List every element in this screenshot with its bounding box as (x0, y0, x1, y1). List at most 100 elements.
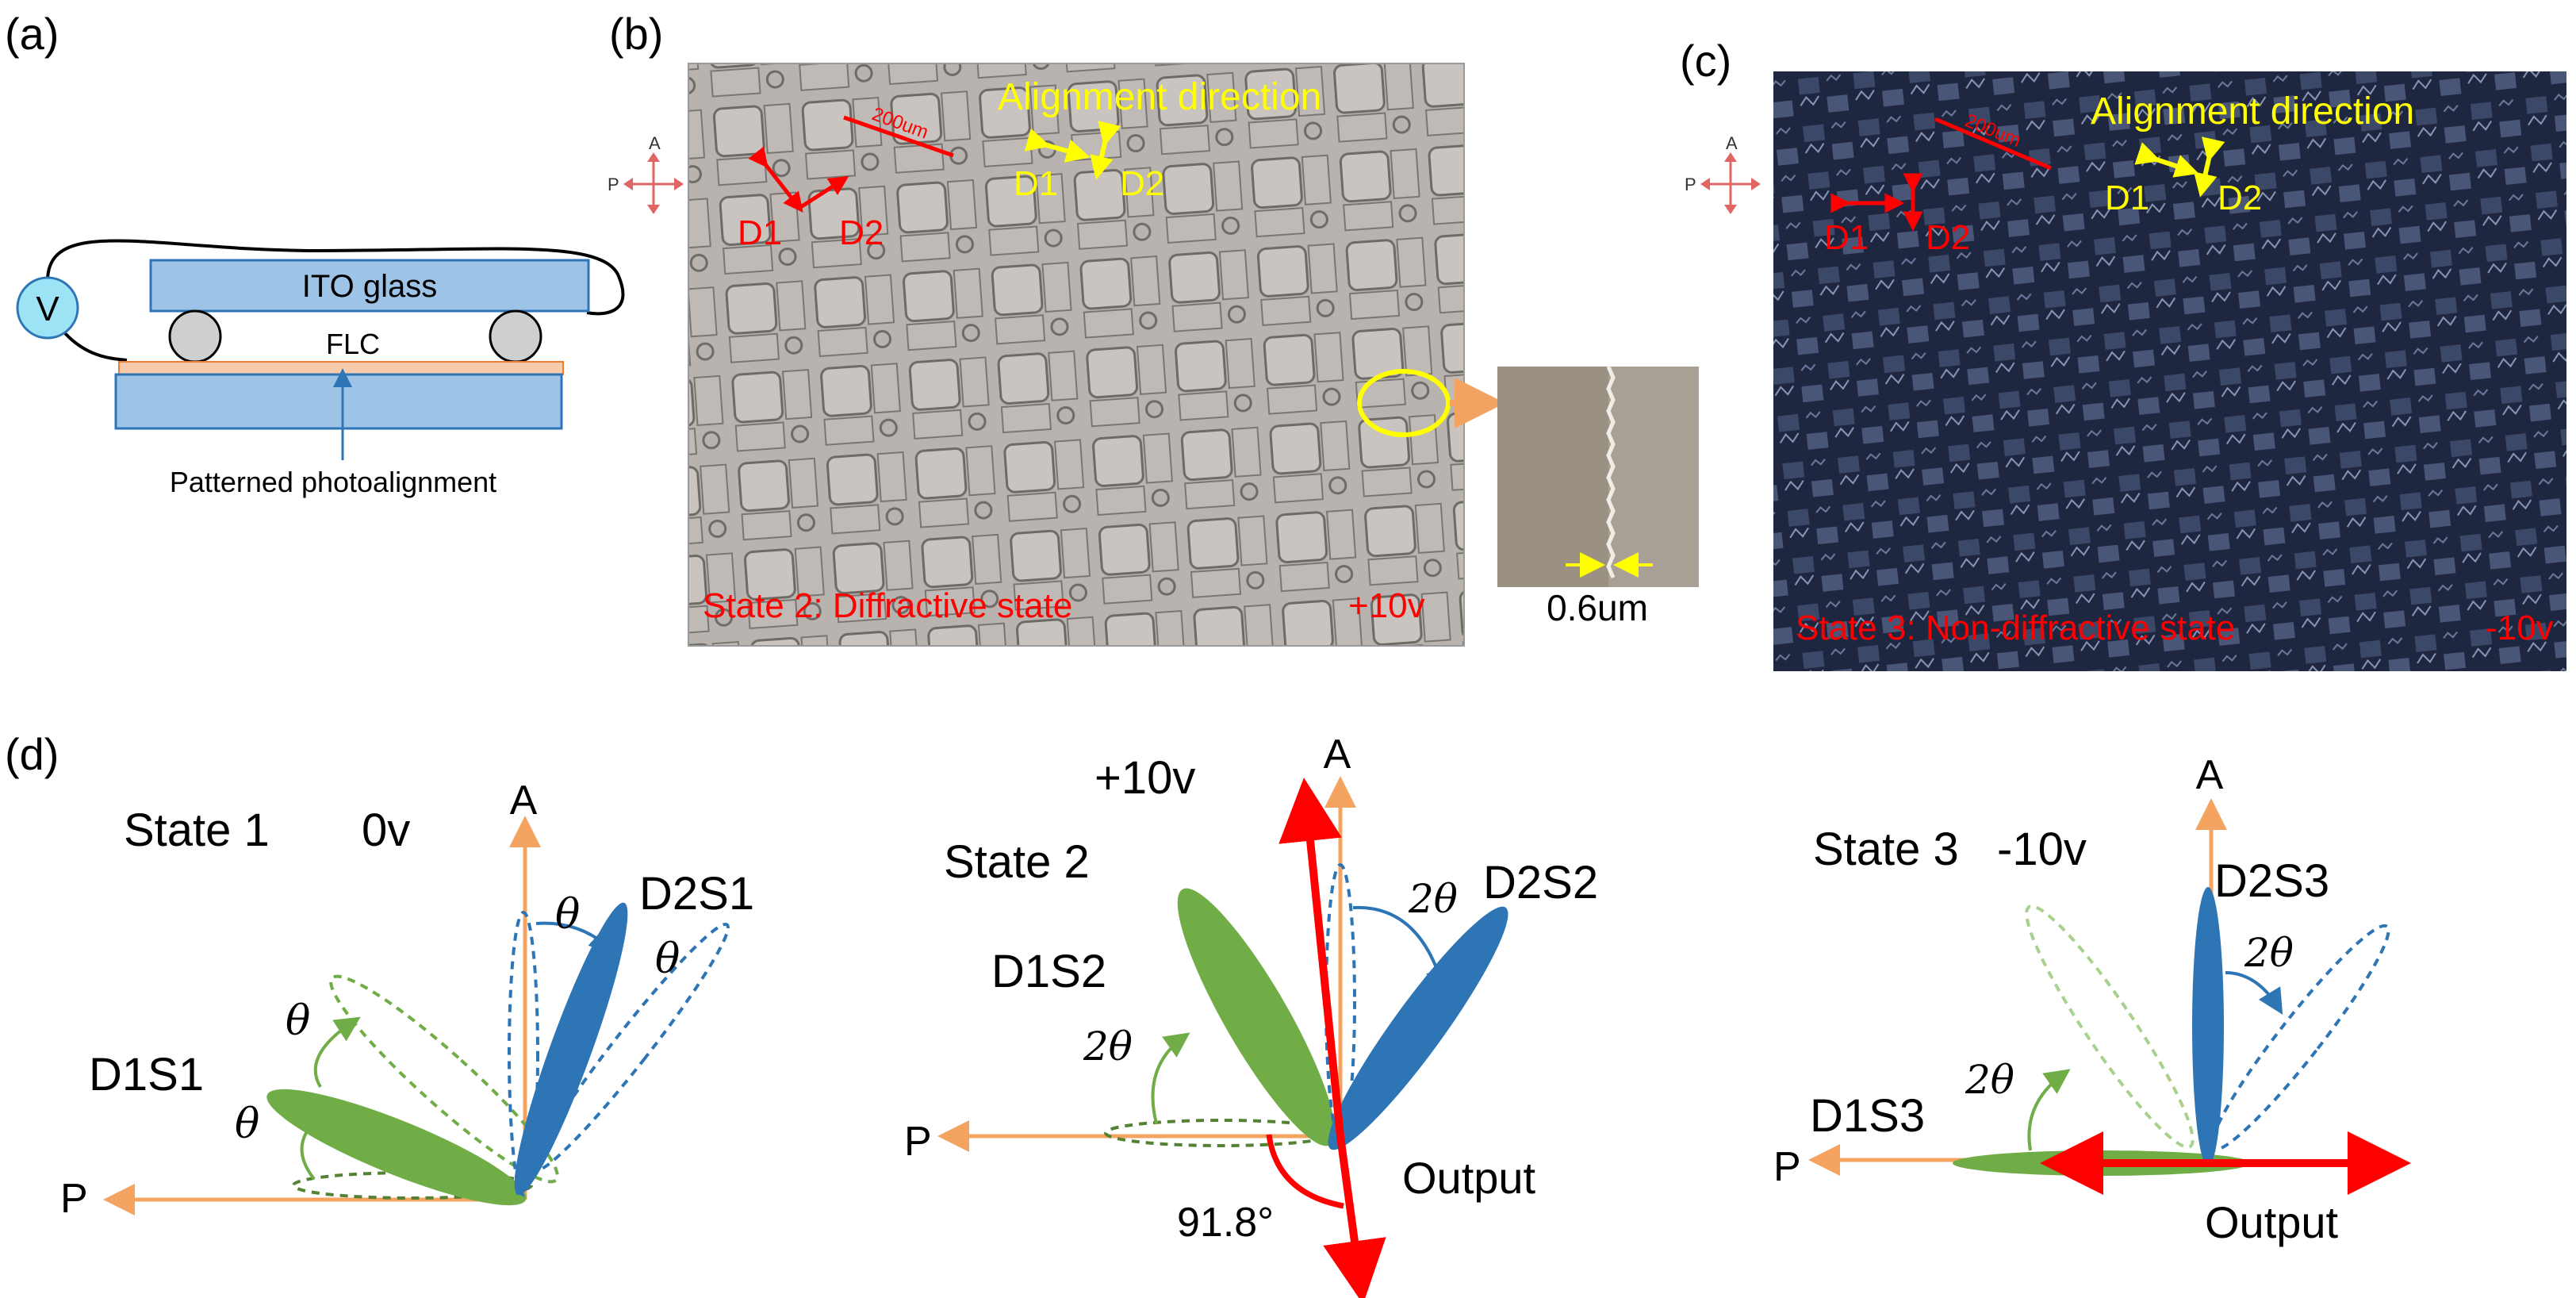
polarizer-cross-b: A P (608, 133, 684, 214)
state2-output-up (1278, 778, 1344, 1137)
state2-p-label: P (904, 1119, 932, 1165)
pol-p-c: P (1685, 175, 1696, 194)
inset-gap-label: 0.6um (1547, 587, 1648, 628)
panel-label-c: (c) (1680, 36, 1731, 86)
panel-label-d: (d) (5, 729, 59, 779)
state3-voltage: -10v (1997, 824, 2087, 875)
state3-p-label: P (1773, 1144, 1801, 1190)
photoalignment-label: Patterned photoalignment (170, 466, 496, 498)
state1-d1-label: D1S1 (89, 1049, 204, 1100)
state1-theta-arc-3 (535, 921, 615, 954)
state2-diagram: +10v State 2 A P 2θ 2θ D1S2 D2S2 91.8° O… (904, 732, 1598, 1298)
state1-diagram: State 1 0v A P θ θ θ θ D1S1 D2S1 (60, 778, 754, 1222)
wire (46, 239, 625, 316)
scale-bar-b (843, 115, 954, 158)
yellow-d1-c: D1 (2105, 179, 2149, 217)
polarizer-cross-c: A P (1685, 133, 1761, 214)
micrograph-b: A P 200um Alignment direction D1 D2 D1 D… (608, 63, 1505, 647)
red-d1-b: D1 (738, 213, 782, 252)
yellow-d2-arrow-c (2194, 136, 2225, 198)
state1-theta-arc-1 (300, 1110, 329, 1181)
yellow-d2-arrow-b (1090, 121, 1121, 180)
voltage-label-b: +10v (1348, 586, 1425, 625)
red-d2-c: D2 (1926, 218, 1970, 257)
state-label-c: State 3: Non-diffractive state (1796, 609, 2235, 647)
red-d1-arrow-b (748, 146, 803, 213)
red-d2-arrow-b (798, 175, 849, 210)
state1-d2-ellipse (514, 902, 628, 1196)
state2-output-down (1323, 1135, 1386, 1298)
state2-d1-ellipse (1177, 888, 1336, 1146)
voltage-source (16, 276, 79, 340)
state1-theta-4: θ (655, 935, 680, 983)
yellow-d2-c: D2 (2218, 179, 2262, 217)
state2-a-label: A (1324, 732, 1351, 778)
voltage-label: V (36, 290, 59, 328)
yellow-d1-b: D1 (1014, 164, 1058, 203)
state1-theta-2: θ (286, 997, 310, 1045)
state1-title: State 1 (124, 805, 270, 856)
state2-d1-label: D1S2 (991, 946, 1106, 997)
state2-title: State 2 (944, 836, 1090, 888)
state2-2theta-blue: 2θ (1408, 876, 1458, 922)
flc-layer (118, 361, 564, 375)
panel-label-a: (a) (5, 9, 59, 59)
zoom-inset: 0.6um (1497, 366, 1699, 628)
state1-d2-label: D2S1 (639, 868, 754, 920)
pol-a-c: A (1726, 133, 1738, 153)
state3-2theta-blue: 2θ (2244, 930, 2294, 976)
state1-dash-a (508, 911, 539, 1196)
state3-diagram: State 3 -10v A P 2θ 2θ D1S3 D2S3 Output (1773, 752, 2411, 1247)
alignment-title-b: Alignment direction (998, 76, 1321, 118)
state3-2theta-arc-green (2027, 1069, 2071, 1151)
domain-boundary (1606, 366, 1616, 578)
state3-dash-blue (2210, 924, 2390, 1152)
yellow-d1-arrow-b (1024, 128, 1091, 163)
state1-a-label: A (510, 778, 538, 824)
yellow-d1-arrow-c (2134, 142, 2199, 178)
state3-output-label: Output (2205, 1197, 2339, 1247)
state2-d2-label: D2S2 (1483, 857, 1598, 908)
micrograph-c: A P 200um Alignment direction D1 D2 D1 D… (1685, 71, 2566, 671)
voltage-label-c: -10v (2486, 609, 2554, 647)
wire-bottom (63, 332, 128, 362)
red-d1-c: D1 (1824, 218, 1869, 257)
state2-d2-ellipse (1328, 906, 1508, 1150)
state1-voltage: 0v (362, 805, 410, 856)
yellow-d2-b: D2 (1120, 164, 1164, 203)
spacer-left (168, 309, 222, 363)
state1-dash-green (329, 974, 559, 1184)
panel-label-b: (b) (609, 9, 663, 59)
state2-angle-arc (1266, 1134, 1344, 1209)
scale-bar-c (1934, 117, 2052, 171)
state3-dash-green (2025, 904, 2195, 1149)
state2-2theta-arc-green (1151, 1032, 1190, 1124)
state3-d2-label: D2S3 (2214, 855, 2329, 907)
state2-angle-label: 91.8° (1177, 1200, 1274, 1246)
ito-glass-label: ITO glass (302, 269, 437, 304)
state2-2theta-green: 2θ (1083, 1023, 1133, 1070)
spacer-right (489, 309, 542, 363)
state1-theta-3: θ (555, 891, 580, 939)
state3-2theta-arc-blue (2225, 971, 2283, 1015)
state3-a-label: A (2196, 752, 2224, 798)
highlight-circle (1357, 369, 1451, 437)
flc-label: FLC (326, 328, 380, 360)
pol-a-b: A (649, 133, 661, 153)
glass-bottom (114, 373, 563, 430)
micrograph-c-image (1773, 71, 2566, 671)
state2-2theta-arc-blue (1352, 905, 1451, 995)
red-d2-b: D2 (839, 213, 884, 252)
state3-2theta-green: 2θ (1965, 1057, 2014, 1103)
state1-theta-1: θ (235, 1100, 259, 1148)
state2-output-label: Output (1402, 1153, 1536, 1203)
micrograph-b-image (688, 63, 1465, 647)
state3-d2-ellipse (2192, 887, 2224, 1166)
alignment-title-c: Alignment direction (2091, 90, 2414, 132)
state3-d1-label: D1S3 (1810, 1090, 1925, 1142)
cell-schematic: ITO glass FLC Patterned photoalignment V (16, 239, 625, 498)
state-label-b: State 2: Diffractive state (703, 586, 1072, 625)
ito-glass-top (149, 259, 590, 313)
state1-p-label: P (60, 1176, 88, 1222)
state3-title: State 3 (1813, 824, 1959, 875)
